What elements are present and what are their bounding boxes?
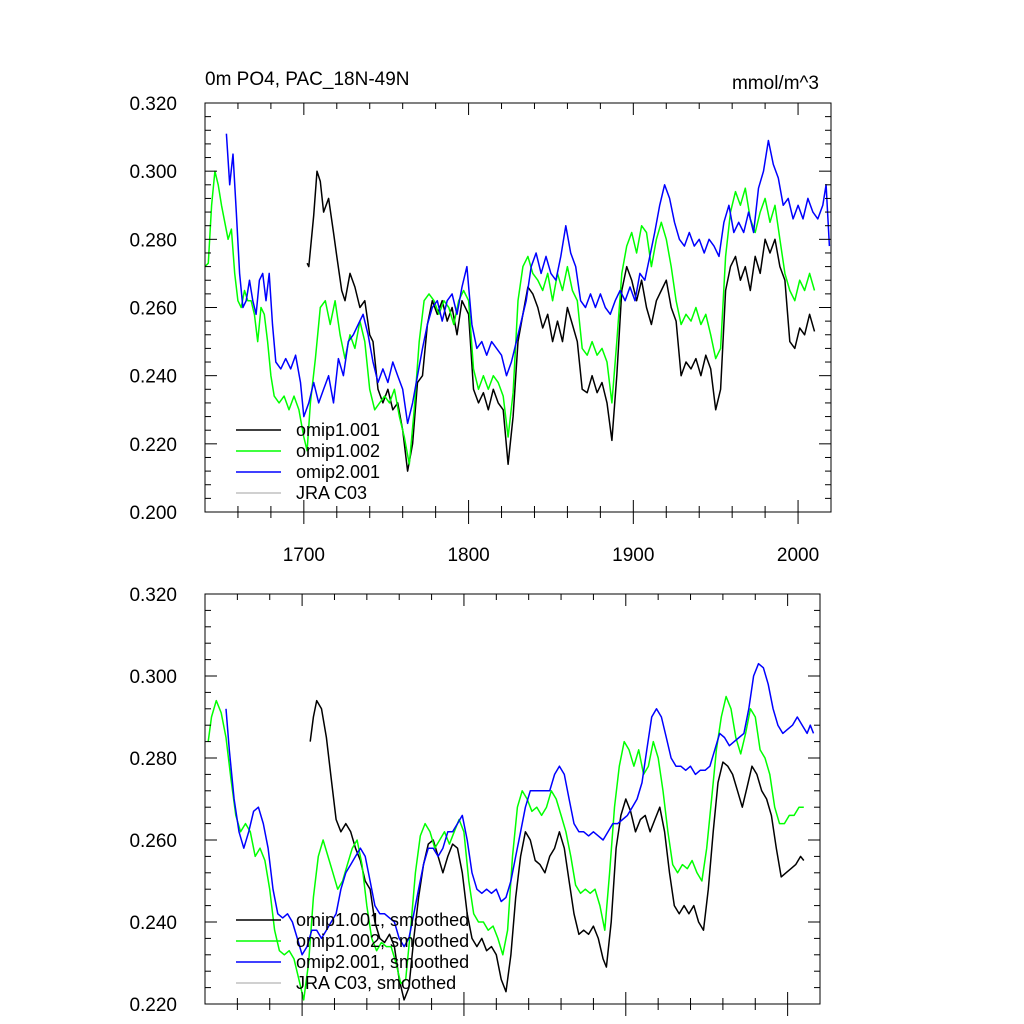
bottom-panel: 0.220 0.240 0.260 0.280 0.300 0.320 omip1.001,… [129,585,821,1016]
series-line-1 [205,170,816,466]
y-tick-label: 0.300 [129,162,177,183]
y-tick-label: 0.280 [129,749,177,770]
y-tick-label: 0.260 [129,299,177,320]
x-tick-label: 1700 [283,545,325,566]
x-tick-label: 1800 [447,545,489,566]
y-tick-label: 0.320 [129,94,177,115]
legend-label: JRA C03, smoothed [296,973,456,993]
y-tick-label: 0.220 [129,435,177,456]
chart-title: 0m PO4, PAC_18N-49N [205,69,410,90]
legend-label: omip2.001 [296,462,380,482]
legend-label: JRA C03 [296,483,367,503]
series-lines [207,662,815,1001]
y-tick-label: 0.240 [129,913,177,934]
y-tick-label: 0.200 [129,503,177,524]
y-tick-label: 0.320 [129,585,177,606]
legend-label: omip1.002 [296,441,380,461]
legend-label: omip2.001, smoothed [296,952,469,972]
x-tick-label: 1900 [612,545,654,566]
legend-label: omip1.001 [296,420,380,440]
y-tick-label: 0.240 [129,367,177,388]
series-line-2 [225,133,831,425]
series-line-2 [225,662,815,956]
axis-ticks [205,102,831,524]
series-lines [205,133,831,472]
units-label: mmol/m^3 [732,73,819,94]
series-line-0 [306,170,816,472]
axis-ticks [205,593,820,1016]
y-tick-label: 0.300 [129,667,177,688]
top-panel: 0.200 0.220 0.240 0.260 0.280 0.300 0.320 1700 1… [129,69,832,566]
y-tick-label: 0.280 [129,230,177,251]
legend-label: omip1.002, smoothed [296,931,469,951]
plot-frame [204,593,821,1005]
x-tick-label: 2000 [777,545,819,566]
series-line-0 [309,699,805,1001]
series-line-1 [207,695,804,1001]
y-tick-label: 0.220 [129,995,177,1016]
legend-label: omip1.001, smoothed [296,910,469,930]
y-tick-label: 0.260 [129,831,177,852]
